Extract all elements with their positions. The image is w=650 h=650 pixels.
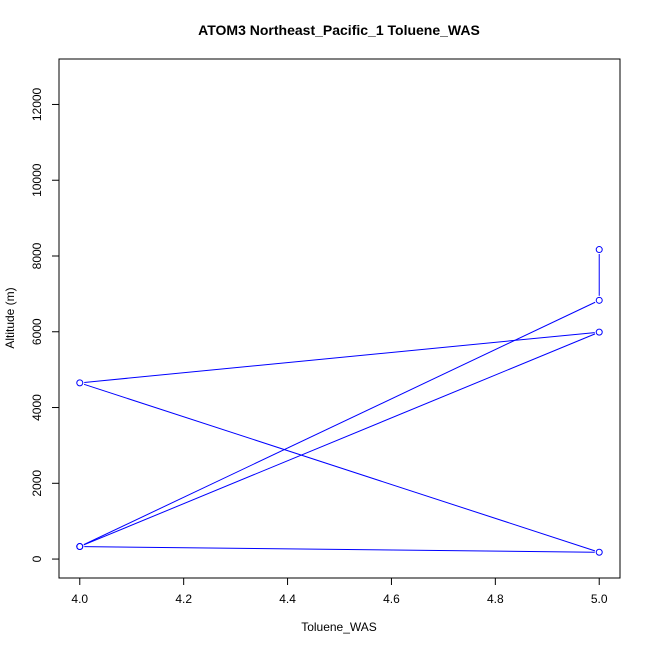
x-axis-label: Toluene_WAS [301,620,377,634]
series-segment [83,301,596,546]
x-tick-label: 5.0 [591,592,608,606]
y-tick-label: 2000 [30,470,44,497]
data-point [595,296,603,304]
data-point [595,246,603,254]
y-tick-label: 10000 [30,163,44,197]
data-point [595,548,603,556]
x-tick-label: 4.6 [383,592,400,606]
y-axis-label: Altitude (m) [3,287,17,348]
y-axis: 0 2000 4000 6000 8000 10000 12000 [30,87,60,562]
series-layer [76,246,603,556]
chart-title: ATOM3 Northeast_Pacific_1 Toluene_WAS [198,22,480,38]
series-segment [84,546,595,553]
x-tick-label: 4.0 [71,592,88,606]
plot-frame [58,58,621,579]
y-tick-label: 4000 [30,394,44,421]
series-segment [83,333,596,546]
y-tick-label: 0 [30,555,44,562]
x-tick-label: 4.4 [279,592,296,606]
y-tick-label: 8000 [30,242,44,269]
x-tick-label: 4.8 [487,592,504,606]
series-segment [84,332,595,383]
y-tick-label: 6000 [30,318,44,345]
series-segment [83,383,596,552]
x-tick-label: 4.2 [175,592,192,606]
data-point [76,379,84,387]
data-point [595,328,603,336]
data-point [76,543,84,551]
x-axis: 4.0 4.2 4.4 4.6 4.8 5.0 [71,577,608,606]
y-tick-label: 12000 [30,87,44,121]
